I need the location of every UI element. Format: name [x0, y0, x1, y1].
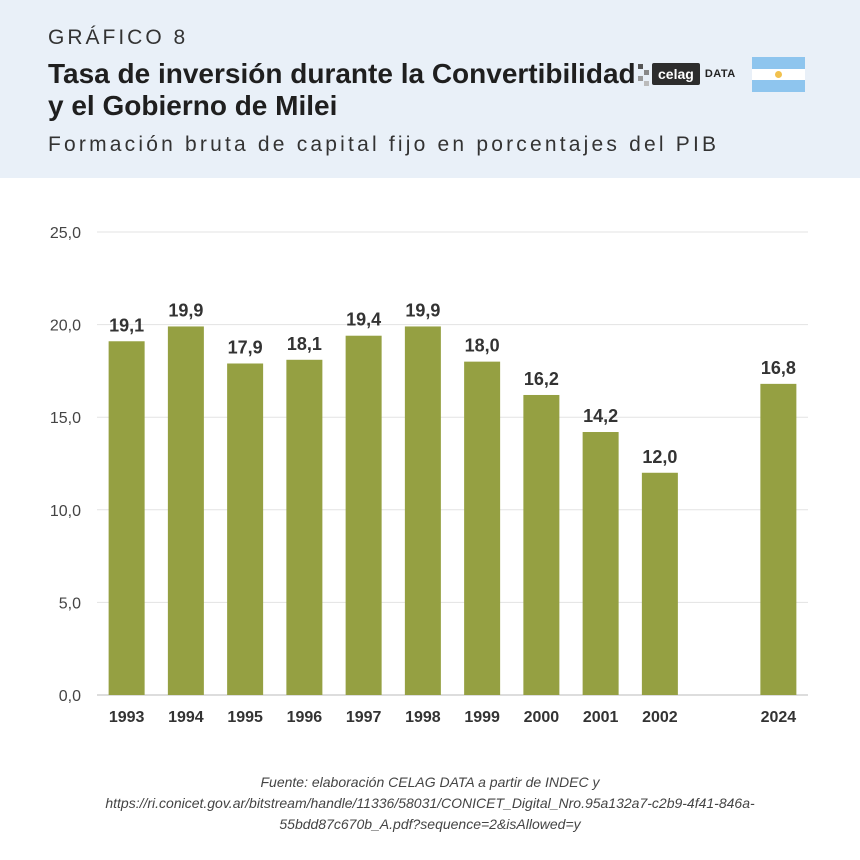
bar — [227, 363, 264, 695]
y-tick-label: 5,0 — [59, 595, 81, 612]
bar-chart: 0,0 5,0 10,0 15,0 20,0 25,0 19,1 1993 19,9 1994 17… — [50, 225, 808, 726]
data-label: 14,2 — [583, 406, 618, 426]
x-tick-label: 1994 — [168, 709, 204, 726]
bar — [286, 359, 323, 695]
data-label: 16,2 — [524, 369, 559, 389]
data-label: 19,9 — [168, 300, 203, 320]
x-tick-label: 1993 — [109, 709, 145, 726]
x-tick-label: 2024 — [761, 709, 797, 726]
x-tick-label: 2000 — [524, 709, 560, 726]
logo-suffix: DATA — [704, 68, 736, 80]
data-label: 16,8 — [761, 358, 796, 378]
bar — [760, 383, 797, 695]
bar — [404, 326, 441, 695]
bar — [464, 361, 501, 695]
source-line-2: https://ri.conicet.gov.ar/bitstream/hand… — [105, 795, 755, 811]
bar — [523, 394, 560, 695]
data-label: 12,0 — [642, 447, 677, 467]
bar — [582, 432, 619, 695]
x-tick-label: 1997 — [346, 709, 382, 726]
x-tick-label: 2001 — [583, 709, 619, 726]
bar — [345, 335, 382, 695]
logo-pixel-icon — [638, 62, 650, 86]
x-tick-label: 2002 — [642, 709, 678, 726]
source-note: Fuente: elaboración CELAG DATA a partir … — [40, 772, 820, 835]
bar — [108, 341, 145, 695]
y-tick-label: 15,0 — [50, 410, 81, 427]
argentina-flag-icon — [752, 57, 805, 93]
data-label: 19,9 — [405, 300, 440, 320]
celag-data-logo: celag DATA — [638, 62, 736, 86]
x-tick-label: 1999 — [464, 709, 500, 726]
x-tick-label: 1998 — [405, 709, 441, 726]
bar — [167, 326, 204, 695]
source-line-1: Fuente: elaboración CELAG DATA a partir … — [260, 774, 600, 790]
bar — [641, 472, 678, 695]
header-banner: GRÁFICO 8 Tasa de inversión durante la C… — [0, 0, 860, 178]
y-tick-label: 10,0 — [50, 503, 81, 520]
x-tick-label: 1996 — [287, 709, 323, 726]
x-tick-label: 1995 — [227, 709, 263, 726]
chart-title: Tasa de inversión durante la Convertibil… — [48, 58, 636, 121]
data-label: 19,4 — [346, 310, 381, 330]
source-line-3: 55bdd87c670b_A.pdf?sequence=2&isAllowed=… — [279, 816, 581, 832]
y-tick-label: 0,0 — [59, 688, 81, 705]
chart-subtitle: Formación bruta de capital fijo en porce… — [48, 133, 720, 156]
y-tick-label: 20,0 — [50, 318, 81, 335]
data-label: 18,0 — [465, 336, 500, 356]
data-label: 18,1 — [287, 334, 322, 354]
data-label: 19,1 — [109, 315, 144, 335]
data-label: 17,9 — [228, 337, 263, 357]
y-tick-label: 25,0 — [50, 225, 81, 242]
chart-number: GRÁFICO 8 — [48, 26, 189, 49]
logo-wordmark: celag — [652, 63, 700, 85]
